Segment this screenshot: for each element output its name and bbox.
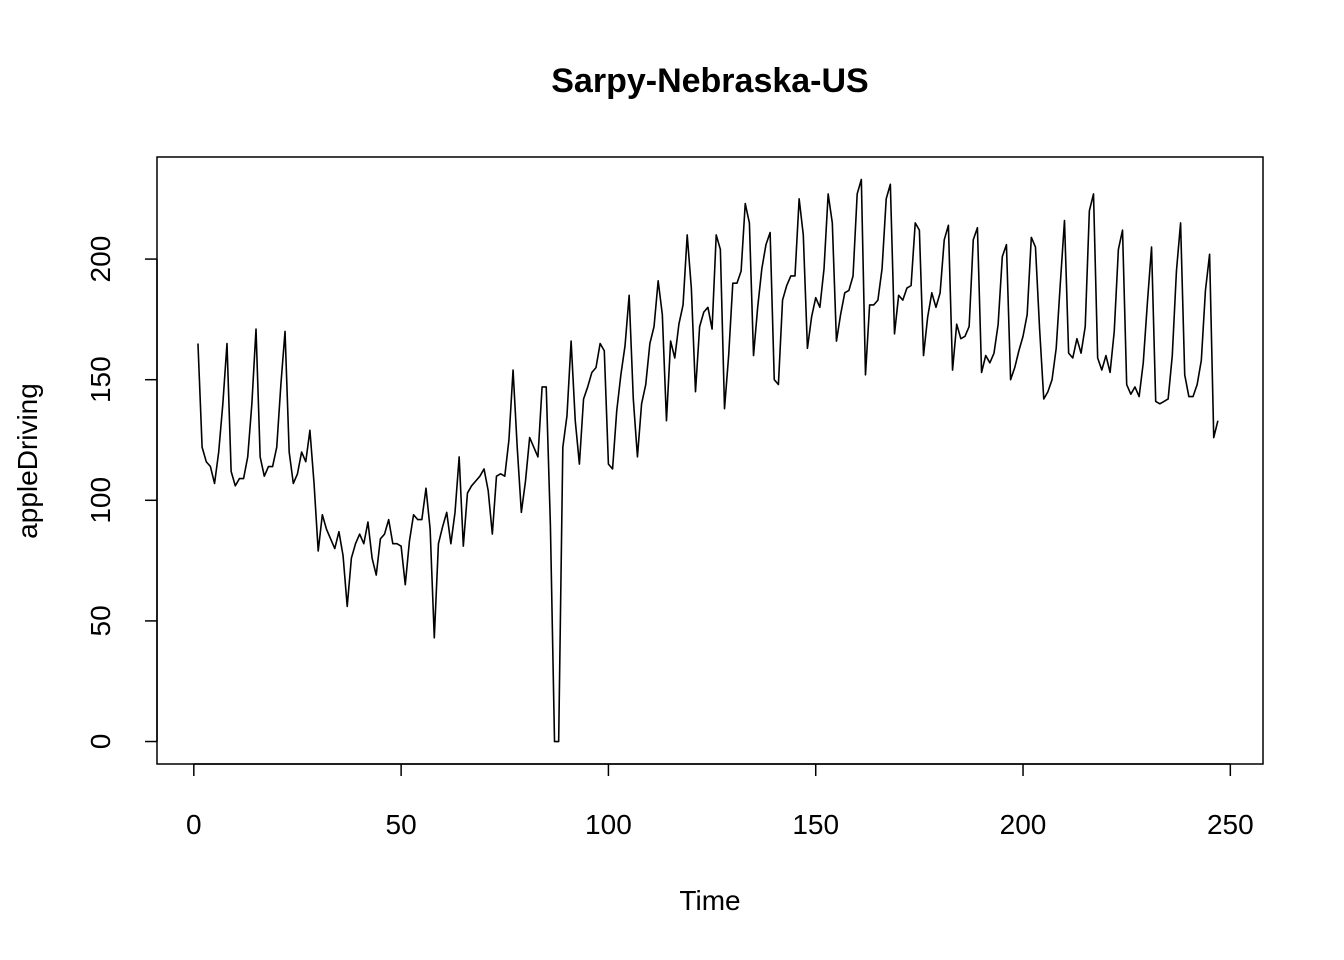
series-line bbox=[197, 178, 1219, 743]
x-tick-label: 0 bbox=[186, 809, 202, 840]
chart-title: Sarpy-Nebraska-US bbox=[551, 62, 868, 100]
y-axis-label: appleDriving bbox=[12, 383, 43, 539]
x-axis: 0 50 100 150 200 250 bbox=[186, 763, 1254, 840]
x-tick-label: 50 bbox=[386, 809, 417, 840]
y-tick-label: 100 bbox=[85, 477, 116, 524]
y-tick-label: 0 bbox=[85, 734, 116, 750]
y-tick-label: 150 bbox=[85, 356, 116, 403]
x-tick-label: 200 bbox=[1000, 809, 1047, 840]
x-axis-label: Time bbox=[679, 885, 740, 916]
y-axis: 0 50 100 150 200 bbox=[85, 236, 158, 750]
y-tick-label: 50 bbox=[85, 605, 116, 636]
x-tick-label: 100 bbox=[585, 809, 632, 840]
y-tick-label: 200 bbox=[85, 236, 116, 283]
x-tick-label: 150 bbox=[792, 809, 839, 840]
x-tick-label: 250 bbox=[1207, 809, 1254, 840]
plot-frame bbox=[156, 156, 1264, 765]
